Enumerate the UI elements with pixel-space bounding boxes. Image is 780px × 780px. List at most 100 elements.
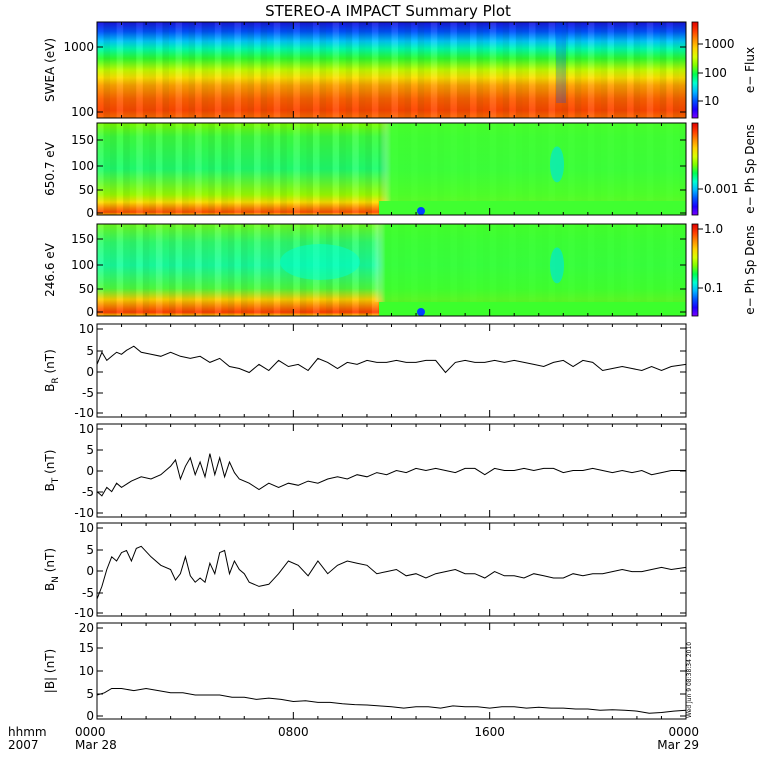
panel-1-colorbar-label: e− Flux (743, 47, 757, 93)
panel-1-heatmap-stripe (267, 22, 274, 118)
panel-2-heatmap-spot (417, 207, 425, 215)
panel-1-heatmap-stripe (659, 22, 667, 118)
panel-1-heatmap-stripe (293, 22, 300, 118)
ylabel-subscript: R (51, 377, 61, 383)
panel-1-heatmap-stripe (535, 22, 543, 118)
panel-1-heatmap-stripe (234, 22, 241, 118)
panel-1-heatmap-stripe (358, 22, 366, 118)
panel-1-heatmap-stripe (437, 22, 444, 118)
xtick-label: 0000 (75, 725, 106, 739)
panel-1-heatmap-stripe (574, 22, 582, 118)
panel-4-ytick-label: 0 (86, 365, 94, 379)
panel-5-ytick-label: 0 (86, 464, 94, 478)
panel-7-frame (96, 622, 687, 720)
panel-1-ylabel: SWEA (eV) (43, 38, 57, 102)
ylabel-unit: (nT) (43, 649, 57, 677)
panel-2-ytick-label: 150 (71, 133, 94, 147)
panel-1-heatmap-stripe (195, 22, 202, 118)
panel-1-heatmap-stripe (600, 22, 608, 118)
panel-1-heatmap-stripe (319, 22, 327, 118)
xtick-label: 0000 (668, 725, 699, 739)
ylabel-main: B (43, 583, 57, 591)
panel-1-heatmap-stripe (456, 22, 464, 118)
panel-3-ylabel: 246.6 eV (43, 242, 57, 297)
xtick-label: 1600 (474, 725, 505, 739)
panel-1-colorbar (691, 21, 699, 119)
panel-1-heatmap-stripe (312, 22, 320, 118)
panel-1-heatmap-stripe (528, 22, 536, 118)
panel-1-heatmap-stripe (352, 22, 359, 118)
panel-1-heatmap-dip (556, 22, 566, 103)
panel-1-heatmap-stripe (404, 22, 412, 118)
panel-3-ytick-label: 50 (79, 282, 94, 296)
panel-1-heatmap-stripe (470, 22, 477, 118)
panel-2-colorbar-tick-label: 0.001 (704, 182, 738, 196)
panel-1-heatmap-stripe (489, 22, 497, 118)
panel-1-heatmap-stripe (273, 22, 281, 118)
ylabel-unit: (nT) (43, 349, 57, 377)
panel-7-ytick-label: 5 (86, 687, 94, 701)
panel-1-heatmap-stripe (476, 22, 484, 118)
panel-1-heatmap-stripe (240, 22, 248, 118)
panel-7-ytick-label: 10 (79, 664, 94, 678)
panel-1-heatmap-stripe (430, 22, 438, 118)
panel-7-series-line (96, 687, 687, 714)
panel-1-heatmap-stripe (548, 22, 556, 118)
panel-1-heatmap-stripe (391, 22, 399, 118)
panel-2-heatmap-spot (550, 146, 564, 183)
panel-3-heatmap-overlay (379, 302, 686, 316)
panel-6-frame (96, 522, 687, 617)
panel-1-heatmap-stripe (201, 22, 209, 118)
panel-1-heatmap-stripe (627, 22, 634, 118)
panel-1-heatmap-stripe (365, 22, 372, 118)
panel-2-colorbar (691, 122, 699, 216)
panel-2-heatmap-overlay (97, 123, 686, 201)
panel-1-heatmap-stripe (103, 22, 111, 118)
panel-1-heatmap-stripe (280, 22, 287, 118)
panel-1-heatmap-stripe (483, 22, 490, 118)
panel-1-heatmap-stripe (509, 22, 516, 118)
panel-6-ytick-label: 10 (79, 521, 94, 535)
ylabel-subscript: T (51, 477, 61, 484)
panel-1-heatmap-stripe (254, 22, 261, 118)
panel-5-ytick-label: 10 (79, 422, 94, 436)
panel-2-ytick-label: 50 (79, 183, 94, 197)
panel-1-heatmap-stripe (496, 22, 503, 118)
panel-1-heatmap-stripe (411, 22, 418, 118)
panel-1-colorbar-tick-label: 10 (704, 94, 719, 108)
panel-1-heatmap-stripe (175, 22, 183, 118)
panel-1-heatmap-stripe (378, 22, 385, 118)
panel-3-colorbar-tick-label: 0.1 (704, 281, 723, 295)
panel-5-ytick-label: -10 (74, 506, 94, 520)
panel-5-ylabel: BT (nT) (43, 450, 61, 492)
panel-3-colorbar-tick-label: 1.0 (704, 222, 723, 236)
panel-1-heatmap-stripe (568, 22, 575, 118)
panel-1-heatmap-stripe (542, 22, 549, 118)
panel-1-heatmap-stripe (672, 22, 680, 118)
footer-date-end: Mar 29 (657, 738, 699, 752)
panel-3-ytick-label: 0 (86, 305, 94, 319)
panel-4-ylabel: BR (nT) (43, 349, 61, 392)
ylabel-unit: (nT) (43, 450, 57, 478)
panel-1-heatmap-stripe (299, 22, 307, 118)
panel-2-ytick-label: 0 (86, 206, 94, 220)
panel-6-ytick-label: 5 (86, 543, 94, 557)
panel-5-ytick-label: -5 (82, 485, 94, 499)
panel-1-heatmap-stripe (502, 22, 510, 118)
panel-1-heatmap-stripe (607, 22, 615, 118)
panel-1-heatmap-stripe (116, 22, 124, 118)
panel-6-ytick-label: -5 (82, 586, 94, 600)
panel-2-ytick-label: 100 (71, 159, 94, 173)
panel-1-heatmap-stripe (168, 22, 176, 118)
panel-1-heatmap-stripe (208, 22, 215, 118)
panel-1-heatmap (97, 22, 686, 118)
panel-1-heatmap-stripe (443, 22, 451, 118)
panel-1-heatmap-stripe (188, 22, 196, 118)
xtick-label: 0800 (278, 725, 309, 739)
panel-1-heatmap-stripe (326, 22, 333, 118)
panel-1-heatmap-stripe (123, 22, 130, 118)
panel-4-ytick-label: -10 (74, 406, 94, 420)
panel-1-heatmap-stripe (149, 22, 156, 118)
